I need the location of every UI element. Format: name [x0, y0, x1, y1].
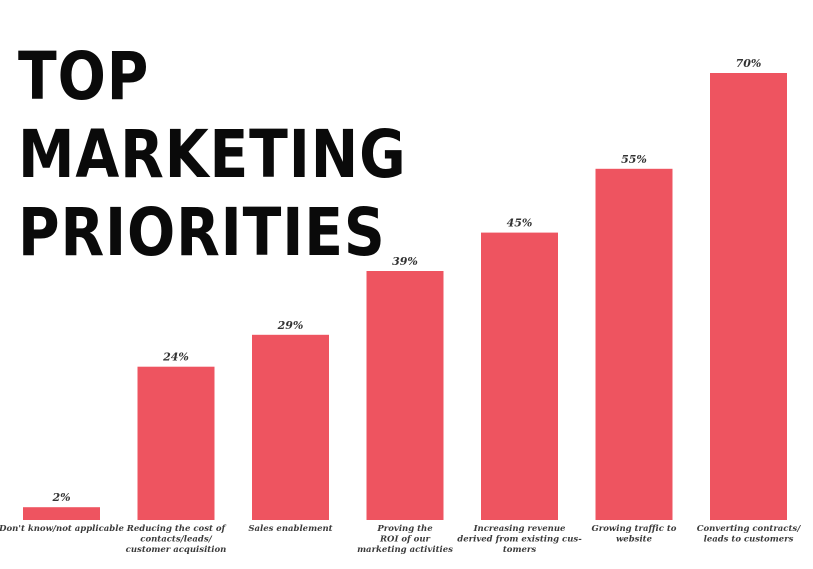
bar-1 [137, 366, 215, 520]
category-label-4: Increasing revenue derived from existing … [457, 524, 582, 555]
bar-6 [710, 73, 787, 520]
category-label-3: Proving the ROI of our marketing activitie… [357, 524, 453, 555]
value-label-2: 29% [277, 319, 304, 332]
category-label-5: Growing traffic to website [592, 524, 677, 545]
category-label-0: Don't know/not applicable [0, 524, 124, 534]
bar-0 [23, 507, 100, 520]
category-label-2: Sales enablement [248, 524, 332, 534]
value-label-6: 70% [736, 57, 762, 70]
value-label-4: 45% [507, 217, 533, 230]
category-label-1: Reducing the cost of contacts/leads/custo… [126, 524, 227, 555]
chart-title: TOP MARKETING PRIORITIES [18, 38, 407, 271]
value-label-1: 24% [162, 351, 189, 364]
value-label-0: 2% [51, 491, 70, 504]
category-label-6: Converting contracts/leads to customers [697, 524, 802, 545]
bar-2 [252, 334, 329, 520]
bar-5 [595, 168, 673, 521]
value-label-5: 55% [621, 153, 647, 166]
bar-4 [481, 232, 558, 520]
value-label-3: 39% [392, 255, 418, 268]
bar-3 [366, 271, 444, 520]
